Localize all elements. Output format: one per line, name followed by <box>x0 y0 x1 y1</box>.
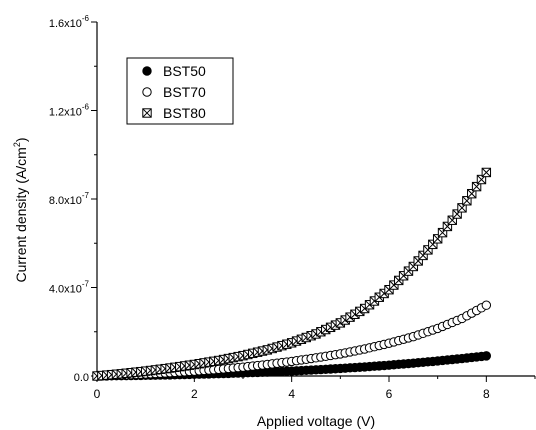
marker-cross-b <box>481 167 491 178</box>
y-axis-label-sup: 2 <box>12 142 22 147</box>
y-axis-label: Current density (A/cm2) <box>12 137 29 282</box>
y-tick-label: 4.0x10-7 <box>49 280 90 296</box>
legend-marker <box>142 108 152 118</box>
legend-marker <box>142 87 152 97</box>
data-point <box>457 203 467 213</box>
legend-label: BST50 <box>163 63 206 79</box>
y-tick-label: 1.2x10-6 <box>49 103 90 119</box>
x-tick-label: 4 <box>288 387 295 401</box>
legend-label: BST70 <box>163 84 206 100</box>
data-point <box>481 300 492 310</box>
x-tick-label: 2 <box>191 387 198 401</box>
legend: BST50 BST70 BST80 <box>126 57 234 125</box>
y-tick-label: 0.0 <box>74 372 89 384</box>
marker-cross-b <box>142 108 152 118</box>
data-point <box>481 351 492 361</box>
x-tick-label: 0 <box>94 387 101 401</box>
series-BST80 <box>92 167 492 381</box>
y-tick-label: 8.0x10-7 <box>49 191 90 207</box>
y-tick-label: 1.6x10-6 <box>49 14 90 30</box>
y-axis-label-main: Current density (A/cm <box>13 147 29 282</box>
legend-items: BST50 BST70 BST80 <box>142 63 206 121</box>
ticks: 0 2 4 6 8 0.0 4.0x10-7 8.0x10-7 1.2x10-6 1.6x10-6 <box>49 14 536 401</box>
y-axis-label-close: ) <box>13 137 29 142</box>
legend-marker <box>142 66 152 76</box>
legend-label: BST80 <box>163 105 206 121</box>
x-axis-label: Applied voltage (V) <box>257 413 375 429</box>
data-point <box>481 167 492 178</box>
data-points <box>92 167 492 381</box>
data-point <box>408 261 419 272</box>
x-tick-label: 8 <box>483 387 490 401</box>
x-tick-label: 6 <box>386 387 393 401</box>
